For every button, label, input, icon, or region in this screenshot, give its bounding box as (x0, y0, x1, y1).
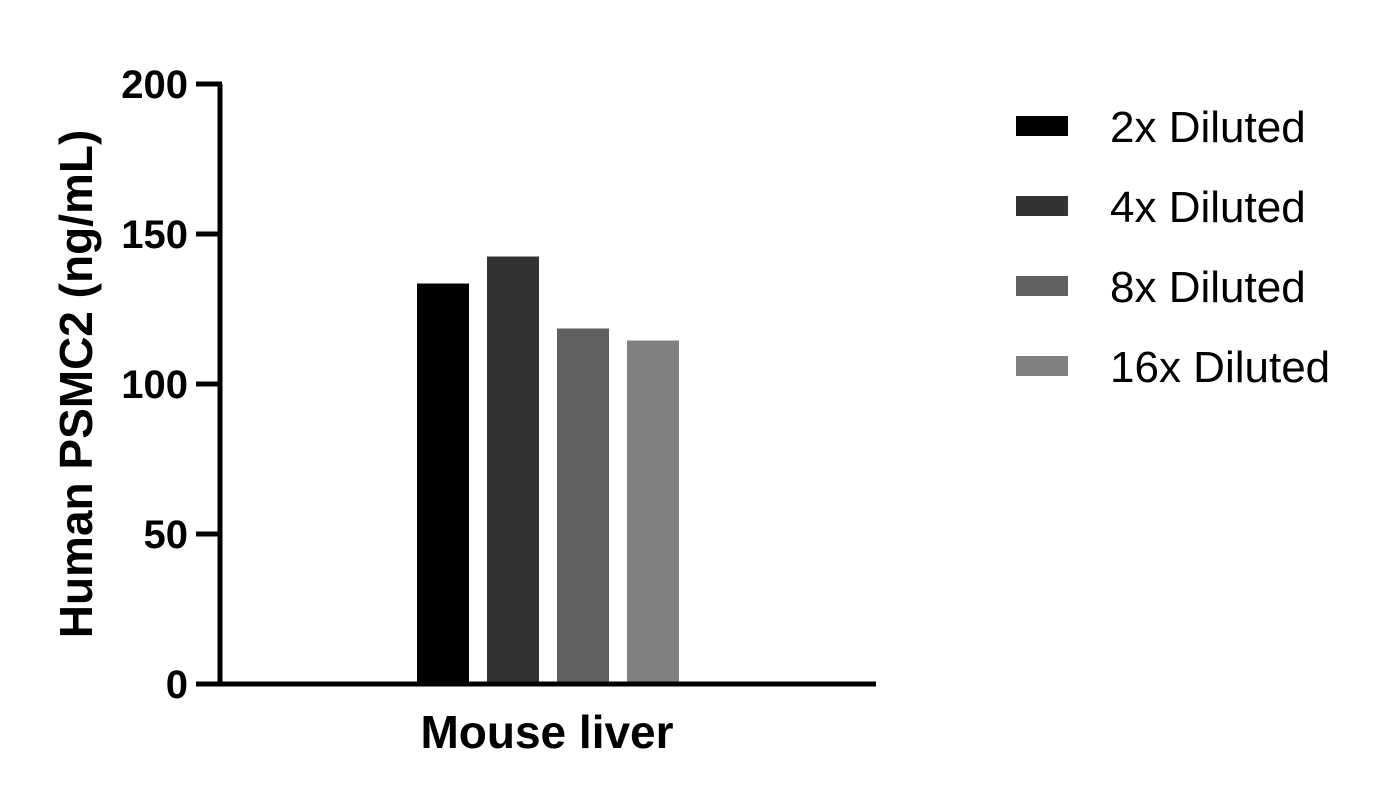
y-tick-label: 200 (121, 63, 188, 107)
legend-swatch-1 (1016, 116, 1068, 136)
y-axis-ticks: 0 50 100 150 200 (121, 63, 222, 707)
legend-label-4: 16x Diluted (1110, 343, 1330, 392)
legend-swatch-2 (1016, 196, 1068, 216)
bar-series-4 (627, 340, 679, 684)
bars (417, 256, 679, 684)
legend-label-2: 4x Diluted (1110, 183, 1306, 232)
x-axis-title: Mouse liver (420, 706, 673, 758)
legend-swatch-3 (1016, 276, 1068, 296)
legend-label-1: 2x Diluted (1110, 103, 1306, 152)
y-tick-label: 0 (166, 663, 188, 707)
bar-series-3 (557, 328, 609, 684)
y-axis-title: Human PSMC2 (ng/mL) (50, 130, 102, 639)
legend-swatch-4 (1016, 356, 1068, 376)
y-tick-label: 150 (121, 213, 188, 257)
y-tick-label: 50 (144, 513, 189, 557)
legend: 2x Diluted 4x Diluted 8x Diluted 16x Dilute… (1016, 103, 1330, 392)
y-tick-label: 100 (121, 363, 188, 407)
bar-series-1 (417, 283, 469, 684)
bar-series-2 (487, 256, 539, 684)
legend-label-3: 8x Diluted (1110, 263, 1306, 312)
